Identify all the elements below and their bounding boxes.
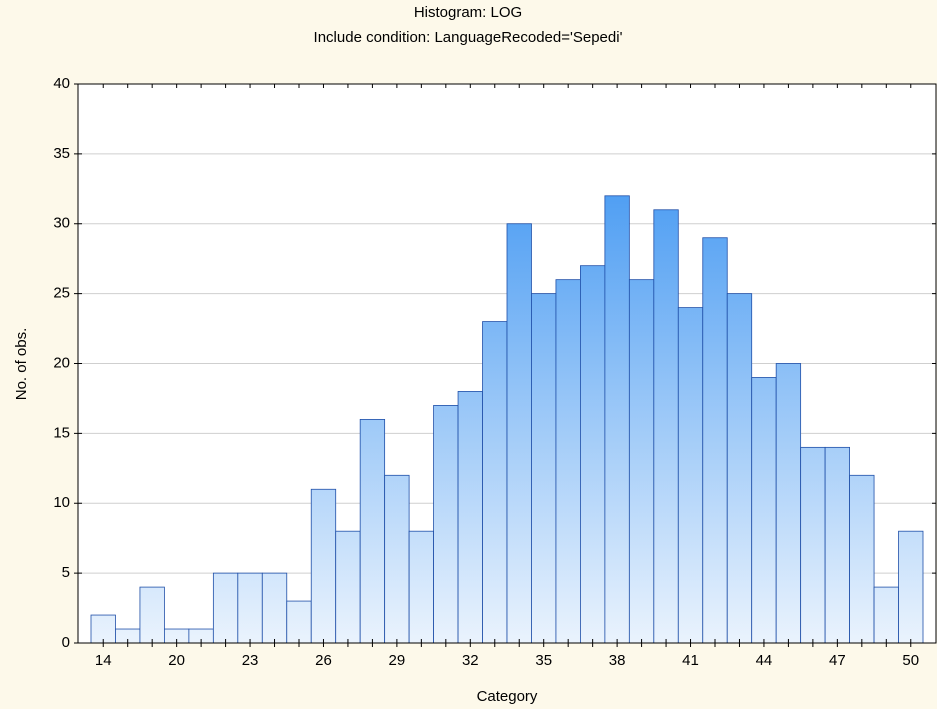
bar	[433, 405, 459, 644]
x-tick-label: 29	[389, 652, 406, 669]
bar	[482, 321, 508, 644]
bar	[286, 600, 312, 644]
y-tick-label: 15	[53, 424, 70, 441]
bar	[408, 530, 434, 644]
chart-title: Histogram: LOG	[414, 4, 522, 21]
bar	[139, 586, 165, 644]
bar	[90, 614, 116, 644]
y-axis-label: No. of obs.	[13, 328, 30, 401]
y-tick-label: 35	[53, 145, 70, 162]
y-tick-label: 25	[53, 285, 70, 302]
x-tick-label: 47	[829, 652, 846, 669]
bar	[677, 307, 704, 644]
x-tick-label: 44	[756, 652, 773, 669]
bar	[384, 474, 410, 644]
x-tick-label: 14	[95, 652, 112, 669]
x-tick-label: 23	[242, 652, 259, 669]
y-tick-label: 20	[53, 354, 70, 371]
x-axis-label: Category	[477, 688, 538, 705]
bar	[800, 446, 826, 644]
bar	[237, 572, 263, 644]
bar	[212, 572, 239, 644]
bar	[653, 209, 679, 644]
x-tick-label: 35	[535, 652, 552, 669]
bar	[506, 223, 532, 644]
bar	[580, 265, 606, 644]
bar	[531, 293, 557, 644]
y-tick-label: 10	[53, 494, 70, 511]
x-tick-label: 32	[462, 652, 479, 669]
bar	[775, 363, 802, 644]
bar	[873, 586, 899, 644]
bar	[555, 279, 581, 644]
bar	[726, 293, 753, 644]
bar	[702, 237, 728, 644]
x-tick-label: 26	[315, 652, 332, 669]
bar	[335, 530, 361, 644]
chart-subtitle: Include condition: LanguageRecoded='Sepe…	[314, 29, 623, 46]
bar	[849, 474, 875, 644]
x-tick-label: 38	[609, 652, 626, 669]
bar	[261, 572, 288, 644]
bar	[898, 530, 924, 644]
plot-layer: 0 5 10 15 20 25 30 35 40 14 20 23 26 29 32 35 38 41 44 47 50	[53, 75, 936, 669]
bar	[604, 195, 630, 644]
bar	[824, 446, 850, 644]
bar	[751, 377, 777, 644]
plot-frame	[77, 83, 937, 644]
y-tick-label: 5	[62, 564, 70, 581]
x-tick-label: 20	[168, 652, 185, 669]
x-tick-label: 41	[682, 652, 699, 669]
y-tick-label: 30	[53, 215, 70, 232]
bar	[457, 391, 483, 644]
bar	[310, 488, 337, 644]
y-tick-label: 40	[53, 75, 70, 92]
x-tick-label: 50	[902, 652, 919, 669]
bar	[628, 279, 655, 644]
y-tick-label: 0	[62, 634, 70, 651]
bar	[359, 418, 386, 644]
